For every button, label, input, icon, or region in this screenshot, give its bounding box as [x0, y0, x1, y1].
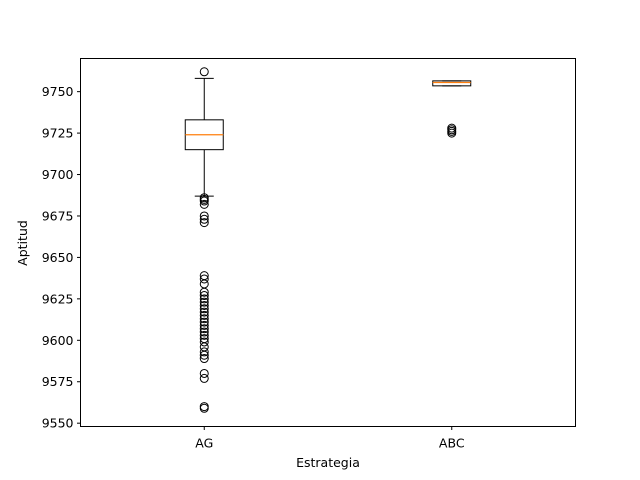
outlier-point — [199, 294, 209, 304]
outlier-point — [199, 403, 209, 413]
outlier-point — [199, 304, 209, 314]
outlier-point — [199, 196, 209, 206]
box-group-ag — [184, 67, 224, 413]
outlier-point — [199, 324, 209, 334]
y-axis-label: Aptitud — [15, 220, 30, 266]
outlier-point — [447, 128, 457, 138]
outlier-point — [199, 337, 209, 347]
y-tick-label: 9725 — [42, 126, 74, 141]
axes-frame — [80, 58, 576, 427]
y-tick-label: 9600 — [42, 333, 74, 348]
outlier-point — [199, 350, 209, 360]
y-tick-label: 9575 — [42, 374, 74, 389]
iqr-box — [432, 80, 472, 87]
outlier-point — [199, 354, 209, 364]
outlier-point — [199, 274, 209, 284]
x-tick-label: AG — [195, 436, 213, 451]
outlier-point — [199, 330, 209, 340]
outlier-point — [199, 300, 209, 310]
y-tick-label: 9750 — [42, 84, 74, 99]
outlier-point — [199, 218, 209, 228]
plot-area — [184, 67, 472, 413]
outlier-point — [199, 327, 209, 337]
outlier-point — [199, 368, 209, 378]
outlier-point — [199, 214, 209, 224]
outlier-point — [199, 291, 209, 301]
y-tick-label: 9650 — [42, 250, 74, 265]
y-tick-label: 9625 — [42, 291, 74, 306]
outlier-point — [199, 307, 209, 317]
y-axis: 9550 9575 9600 9625 9650 9675 9700 9725 9750 — [42, 84, 81, 431]
y-tick-label: 9550 — [42, 416, 74, 431]
outlier-point — [199, 317, 209, 327]
box-group-abc — [432, 80, 472, 138]
outlier-point — [199, 199, 209, 209]
outlier-point — [199, 67, 209, 77]
outlier-point — [199, 297, 209, 307]
y-tick-label: 9700 — [42, 167, 74, 182]
outlier-point — [199, 211, 209, 221]
outlier-point — [199, 310, 209, 320]
x-axis-label: Estrategia — [296, 455, 360, 470]
outlier-point — [199, 347, 209, 357]
outlier-point — [199, 373, 209, 383]
outlier-point — [199, 287, 209, 297]
outlier-point — [199, 314, 209, 324]
y-tick-label: 9675 — [42, 208, 74, 223]
x-tick-label: ABC — [439, 436, 465, 451]
x-axis: AG ABC — [195, 426, 465, 451]
outlier-point — [199, 320, 209, 330]
outlier-point — [199, 279, 209, 289]
